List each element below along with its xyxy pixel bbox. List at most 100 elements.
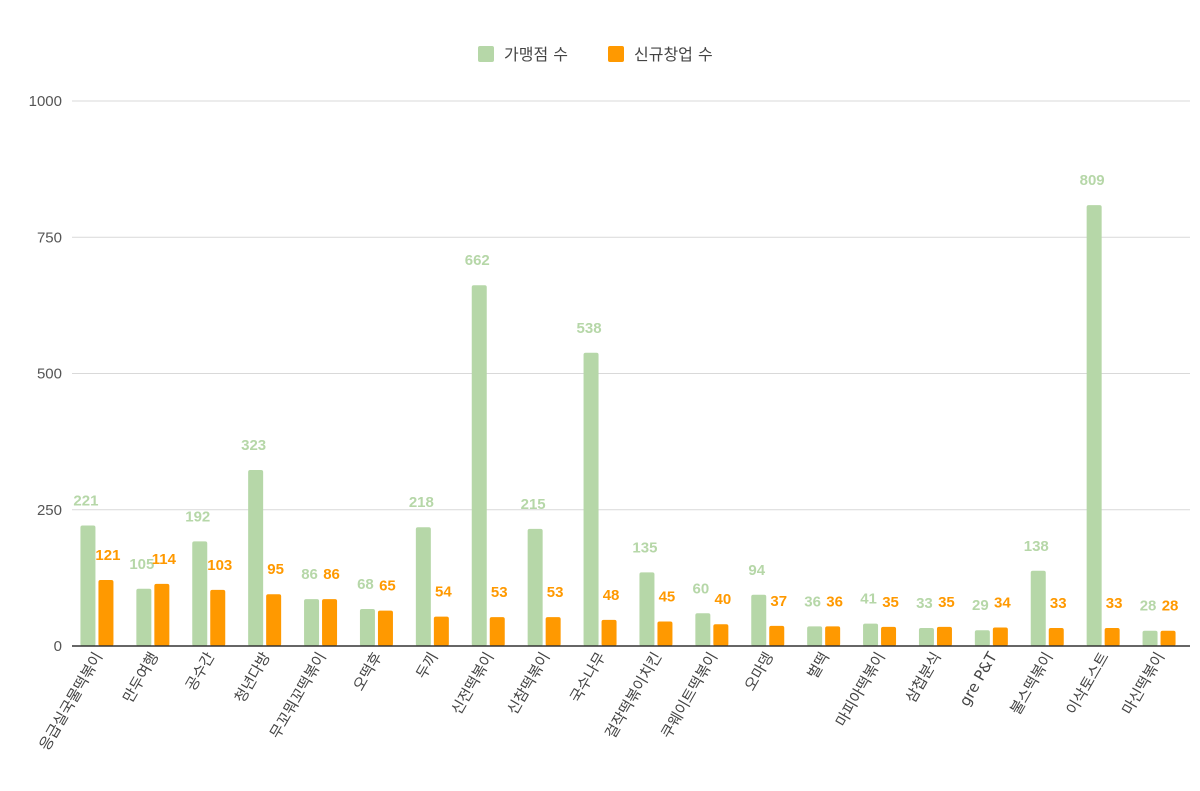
data-label-new-startup: 28 bbox=[1162, 598, 1179, 615]
bar-new-startup bbox=[266, 594, 282, 646]
bar-new-startup bbox=[1104, 628, 1120, 646]
x-tick-label: 삼첩분식 bbox=[902, 649, 945, 706]
data-label-new-startup: 48 bbox=[603, 587, 620, 604]
data-label-new-startup: 114 bbox=[152, 551, 177, 568]
bar-franchise bbox=[1030, 570, 1046, 646]
bars bbox=[80, 205, 1176, 646]
data-label-new-startup: 103 bbox=[207, 557, 232, 574]
x-tick-label: 두끼 bbox=[412, 649, 441, 682]
bar-franchise bbox=[415, 527, 431, 646]
bar-new-startup bbox=[154, 583, 170, 646]
y-tick-label: 500 bbox=[37, 366, 62, 383]
data-label-franchise: 809 bbox=[1080, 172, 1105, 189]
data-label-new-startup: 53 bbox=[547, 584, 564, 601]
data-label-franchise: 138 bbox=[1024, 538, 1049, 555]
data-label-new-startup: 45 bbox=[659, 588, 676, 605]
data-label-franchise: 29 bbox=[972, 597, 989, 614]
bar-franchise bbox=[304, 599, 320, 646]
data-label-franchise: 218 bbox=[409, 494, 434, 511]
x-tick-label: gre P&T bbox=[956, 648, 1002, 709]
bar-new-startup bbox=[1160, 630, 1176, 646]
data-label-new-startup: 35 bbox=[938, 594, 955, 611]
bar-franchise bbox=[1086, 205, 1102, 646]
data-label-franchise: 215 bbox=[521, 496, 546, 513]
bar-franchise bbox=[863, 623, 879, 646]
bar-franchise bbox=[248, 469, 264, 646]
bar-franchise bbox=[471, 285, 487, 646]
bar-new-startup bbox=[210, 589, 226, 646]
data-label-new-startup: 36 bbox=[826, 593, 843, 610]
bar-new-startup bbox=[1048, 628, 1064, 646]
bar-franchise bbox=[807, 626, 823, 646]
data-label-franchise: 221 bbox=[73, 493, 98, 510]
x-tick-label: 신참떡볶이 bbox=[504, 649, 554, 718]
x-tick-label: 신전떡볶이 bbox=[448, 649, 498, 718]
y-tick-label: 750 bbox=[37, 229, 62, 246]
y-tick-label: 250 bbox=[37, 502, 62, 519]
bar-new-startup bbox=[489, 617, 505, 646]
data-label-new-startup: 86 bbox=[323, 566, 340, 583]
bar-new-startup bbox=[992, 627, 1008, 646]
bar-franchise bbox=[136, 588, 152, 646]
data-label-franchise: 68 bbox=[357, 576, 374, 593]
data-label-franchise: 41 bbox=[860, 591, 877, 608]
x-tick-label: 걸작떡볶이치킨 bbox=[602, 649, 666, 742]
bar-franchise bbox=[1142, 630, 1158, 646]
bar-new-startup bbox=[601, 619, 617, 646]
bar-franchise bbox=[751, 594, 767, 646]
data-label-new-startup: 33 bbox=[1050, 595, 1067, 612]
chart-legend: 가맹점 수 신규창업 수 bbox=[478, 45, 713, 64]
bar-new-startup bbox=[657, 621, 673, 646]
x-tick-label: 오떡후 bbox=[350, 649, 386, 694]
x-tick-label: 국수나무 bbox=[566, 649, 609, 706]
gridlines bbox=[72, 100, 1190, 511]
legend-swatch-new-startup bbox=[608, 46, 624, 62]
data-label-franchise: 94 bbox=[748, 562, 765, 579]
x-tick-label: 불스떡볶이 bbox=[1007, 649, 1057, 718]
data-label-franchise: 36 bbox=[804, 593, 821, 610]
bar-franchise bbox=[974, 630, 990, 646]
x-tick-label: 마신떡볶이 bbox=[1118, 649, 1168, 718]
data-label-franchise: 28 bbox=[1140, 598, 1157, 615]
x-tick-label: 청년다방 bbox=[231, 649, 274, 706]
data-label-franchise: 135 bbox=[632, 539, 657, 556]
bar-franchise bbox=[918, 628, 934, 646]
data-label-new-startup: 65 bbox=[379, 578, 396, 595]
x-tick-label: 쿠웨이트떡볶이 bbox=[657, 649, 721, 742]
bar-new-startup bbox=[377, 610, 393, 646]
data-label-franchise: 86 bbox=[301, 566, 318, 583]
x-tick-label: 오마뎅 bbox=[741, 649, 777, 694]
bar-new-startup bbox=[322, 599, 338, 646]
y-axis: 0 250 500 750 1000 bbox=[29, 93, 62, 655]
data-label-new-startup: 33 bbox=[1106, 595, 1123, 612]
bar-new-startup bbox=[713, 624, 729, 646]
bar-franchise bbox=[527, 528, 543, 646]
bar-new-startup bbox=[545, 617, 561, 646]
data-label-new-startup: 40 bbox=[715, 591, 732, 608]
bar-new-startup bbox=[936, 626, 952, 646]
data-label-new-startup: 35 bbox=[882, 594, 899, 611]
data-label-franchise: 60 bbox=[693, 580, 710, 597]
bar-franchise bbox=[583, 352, 599, 646]
x-tick-label: 마피아떡볶이 bbox=[832, 649, 889, 730]
legend-label-franchise: 가맹점 수 bbox=[504, 45, 568, 64]
x-tick-label: 만두여행 bbox=[119, 649, 162, 706]
bar-new-startup bbox=[98, 580, 114, 646]
bar-new-startup bbox=[769, 625, 785, 646]
data-label-new-startup: 37 bbox=[770, 593, 787, 610]
data-label-new-startup: 54 bbox=[435, 584, 452, 601]
bar-new-startup bbox=[825, 626, 841, 646]
x-tick-label: 공수간 bbox=[182, 649, 218, 694]
bar-franchise bbox=[695, 613, 711, 646]
legend-label-new-startup: 신규창업 수 bbox=[634, 45, 713, 64]
data-label-new-startup: 53 bbox=[491, 584, 508, 601]
data-label-franchise: 538 bbox=[577, 320, 602, 337]
x-tick-label: 이삭토스트 bbox=[1063, 649, 1113, 718]
data-label-franchise: 33 bbox=[916, 595, 933, 612]
bar-franchise bbox=[192, 541, 208, 646]
y-tick-label: 1000 bbox=[29, 93, 62, 110]
y-tick-label: 0 bbox=[54, 638, 62, 655]
